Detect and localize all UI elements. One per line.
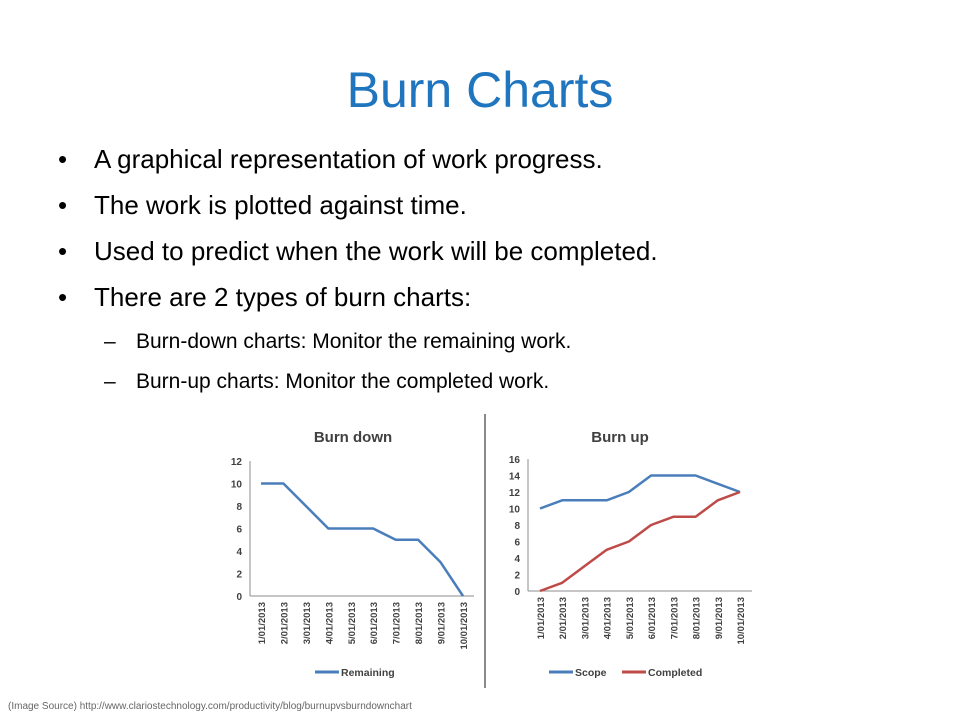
chart-divider bbox=[484, 414, 486, 688]
x-tick-label: 2/01/2013 bbox=[279, 602, 290, 644]
y-tick-label: 14 bbox=[509, 472, 521, 483]
bullet-list: • A graphical representation of work pro… bbox=[58, 140, 938, 404]
y-tick-label: 2 bbox=[236, 570, 242, 581]
bullet-text: The work is plotted against time. bbox=[94, 190, 467, 220]
x-tick-label: 5/01/2013 bbox=[347, 602, 358, 644]
x-tick-label: 5/01/2013 bbox=[625, 597, 636, 639]
x-tick-label: 7/01/2013 bbox=[669, 597, 680, 639]
y-tick-label: 0 bbox=[236, 592, 242, 603]
x-tick-label: 3/01/2013 bbox=[580, 597, 591, 639]
x-tick-label: 10/01/2013 bbox=[459, 602, 470, 650]
y-tick-label: 10 bbox=[509, 505, 521, 516]
series-line bbox=[539, 474, 741, 510]
bullet-text: Used to predict when the work will be co… bbox=[94, 236, 658, 266]
bullet-glyph: • bbox=[58, 282, 68, 312]
y-tick-label: 4 bbox=[514, 554, 520, 565]
burn-down-chart: Burn down 0 2 4 6 8 10 12 1/01/2013 2/01/2013 3/01… bbox=[231, 429, 474, 679]
bullet-glyph: • bbox=[58, 236, 68, 266]
sub-bullet-item: – Burn-down charts: Monitor the remainin… bbox=[58, 324, 938, 364]
sub-bullet-item: – Burn-up charts: Monitor the completed … bbox=[58, 364, 938, 404]
bullet-item: • The work is plotted against time. bbox=[58, 186, 938, 232]
x-tick-label: 1/01/2013 bbox=[257, 602, 268, 644]
y-tick-label: 12 bbox=[231, 457, 243, 468]
x-tick-label: 7/01/2013 bbox=[392, 602, 403, 644]
y-tick-label: 8 bbox=[236, 502, 242, 513]
x-tick-label: 1/01/2013 bbox=[536, 597, 547, 639]
dash-glyph: – bbox=[104, 370, 116, 393]
y-tick-label: 10 bbox=[231, 480, 243, 491]
series-line bbox=[261, 482, 465, 597]
bullet-glyph: • bbox=[58, 190, 68, 220]
series-line bbox=[539, 490, 741, 593]
bullet-item: • There are 2 types of burn charts: bbox=[58, 278, 938, 324]
chart-title: Burn down bbox=[314, 429, 392, 446]
sub-bullet-text: Burn-down charts: Monitor the remaining … bbox=[136, 330, 572, 353]
x-tick-label: 6/01/2013 bbox=[647, 597, 658, 639]
y-tick-label: 8 bbox=[514, 521, 520, 532]
y-tick-label: 0 bbox=[514, 587, 520, 598]
x-tick-label: 8/01/2013 bbox=[692, 597, 703, 639]
bullet-item: • Used to predict when the work will be … bbox=[58, 232, 938, 278]
x-tick-label: 4/01/2013 bbox=[324, 602, 335, 644]
x-tick-label: 10/01/2013 bbox=[736, 597, 747, 645]
chart-title: Burn up bbox=[591, 429, 649, 446]
y-tick-label: 4 bbox=[236, 547, 242, 558]
y-tick-label: 16 bbox=[509, 455, 521, 466]
burn-up-chart: Burn up 0 2 4 6 8 10 12 14 16 1/01/2013 2/01/2013 3/… bbox=[509, 429, 752, 679]
image-source-note: (Image Source) http://www.clariostechnol… bbox=[8, 701, 412, 712]
slide-title: Burn Charts bbox=[346, 62, 614, 118]
x-tick-label: 3/01/2013 bbox=[302, 602, 313, 644]
x-tick-label: 8/01/2013 bbox=[414, 602, 425, 644]
y-tick-label: 12 bbox=[509, 488, 521, 499]
legend-label: Completed bbox=[648, 667, 702, 679]
x-tick-label: 2/01/2013 bbox=[558, 597, 569, 639]
legend-label: Scope bbox=[575, 667, 607, 679]
y-tick-label: 6 bbox=[514, 538, 520, 549]
sub-bullet-text: Burn-up charts: Monitor the completed wo… bbox=[136, 370, 550, 393]
x-tick-label: 9/01/2013 bbox=[714, 597, 725, 639]
y-tick-label: 6 bbox=[236, 525, 242, 536]
bullet-glyph: • bbox=[58, 144, 68, 174]
bullet-text: A graphical representation of work progr… bbox=[94, 144, 603, 174]
y-tick-label: 2 bbox=[514, 571, 520, 582]
x-tick-label: 4/01/2013 bbox=[603, 597, 614, 639]
legend-label: Remaining bbox=[341, 667, 395, 679]
dash-glyph: – bbox=[104, 330, 116, 353]
bullet-item: • A graphical representation of work pro… bbox=[58, 140, 938, 186]
x-tick-label: 9/01/2013 bbox=[437, 602, 448, 644]
bullet-text: There are 2 types of burn charts: bbox=[94, 282, 472, 312]
x-tick-label: 6/01/2013 bbox=[369, 602, 380, 644]
